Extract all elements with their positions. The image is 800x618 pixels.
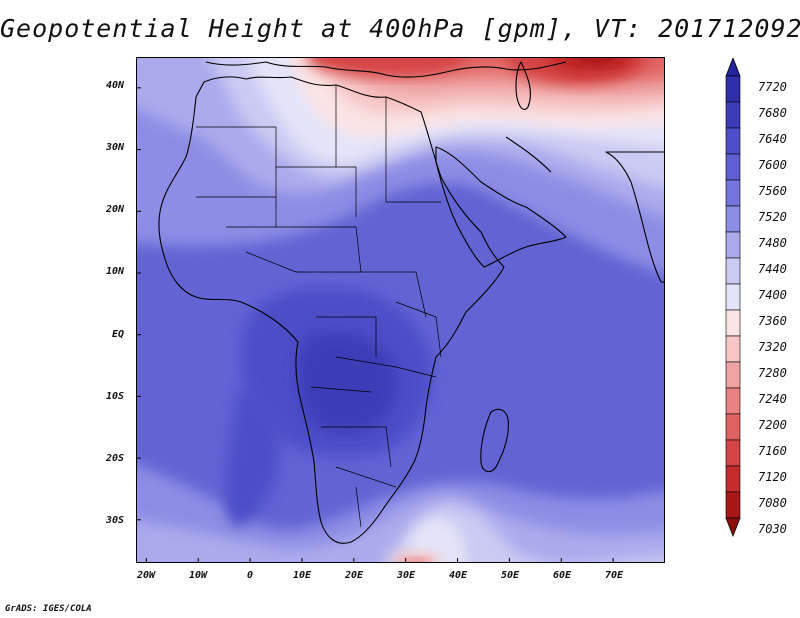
xlabel-40e: 40E bbox=[448, 570, 468, 581]
xlabel-70e: 70E bbox=[604, 570, 624, 581]
cell-7640 bbox=[296, 332, 397, 434]
colorbar-top-arrow bbox=[725, 58, 741, 77]
caspian-coast bbox=[515, 61, 531, 110]
colorbar-bottom-arrow bbox=[725, 517, 741, 538]
colorbar-swatch bbox=[725, 75, 741, 103]
colorbar-swatch bbox=[725, 127, 741, 155]
colorbar-label-7440: 7440 bbox=[758, 262, 787, 276]
colorbar-swatch bbox=[725, 205, 741, 233]
india-coast bbox=[605, 151, 665, 283]
colorbar-swatch bbox=[725, 413, 741, 441]
ylabel-40n: 40N bbox=[106, 80, 125, 91]
height-field-map bbox=[136, 57, 665, 563]
colorbar-swatch bbox=[725, 283, 741, 311]
colorbar-swatch bbox=[725, 153, 741, 181]
colorbar bbox=[725, 58, 741, 538]
cell-7600-southwest bbox=[226, 387, 280, 527]
colorbar-label-7240: 7240 bbox=[758, 392, 787, 406]
xlabel-60e: 60E bbox=[552, 570, 572, 581]
xlabel-50e: 50E bbox=[500, 570, 520, 581]
coastlines bbox=[158, 61, 665, 544]
colorbar-swatch bbox=[725, 387, 741, 415]
colorbar-label-7560: 7560 bbox=[758, 184, 787, 198]
colorbar-swatch bbox=[725, 179, 741, 207]
xlabel-10w: 10W bbox=[188, 570, 208, 581]
band-south-7440 bbox=[136, 494, 665, 563]
xlabel-20w: 20W bbox=[136, 570, 156, 581]
border-lines bbox=[196, 85, 442, 528]
colorbar-label-7720: 7720 bbox=[758, 80, 787, 94]
ylabel-10n: 10N bbox=[106, 266, 125, 277]
colorbar-swatch bbox=[725, 257, 741, 285]
colorbar-label-7480: 7480 bbox=[758, 236, 787, 250]
madagascar-coast bbox=[480, 408, 509, 473]
ylabel-30s: 30S bbox=[106, 515, 125, 526]
colorbar-label-7200: 7200 bbox=[758, 418, 787, 432]
arabia-coast bbox=[435, 146, 567, 268]
colorbar-swatch bbox=[725, 309, 741, 337]
ylabel-20s: 20S bbox=[106, 453, 125, 464]
colorbar-label-7600: 7600 bbox=[758, 158, 787, 172]
colorbar-swatch bbox=[725, 465, 741, 493]
ylabel-30n: 30N bbox=[106, 142, 125, 153]
colorbar-label-7320: 7320 bbox=[758, 340, 787, 354]
cell-7120-west bbox=[306, 57, 466, 77]
gulf-coast bbox=[505, 136, 552, 173]
colorbar-swatch bbox=[725, 335, 741, 363]
cell-7030 bbox=[572, 57, 620, 65]
map-frame bbox=[136, 57, 665, 563]
colorbar-swatch bbox=[725, 231, 741, 259]
colorbar-swatch bbox=[725, 361, 741, 389]
colorbar-label-7520: 7520 bbox=[758, 210, 787, 224]
colorbar-swatch bbox=[725, 439, 741, 467]
colorbar-label-7360: 7360 bbox=[758, 314, 787, 328]
xlabel-0: 0 bbox=[246, 570, 254, 581]
xlabel-10e: 10E bbox=[292, 570, 312, 581]
ylabel-eq: EQ bbox=[112, 329, 125, 340]
axis-ticks bbox=[136, 87, 614, 563]
ylabel-10s: 10S bbox=[106, 391, 125, 402]
colorbar-label-7280: 7280 bbox=[758, 366, 787, 380]
colorbar-swatch bbox=[725, 101, 741, 129]
colorbar-label-7120: 7120 bbox=[758, 470, 787, 484]
colorbar-swatch bbox=[725, 491, 741, 519]
colorbar-label-7160: 7160 bbox=[758, 444, 787, 458]
xlabel-30e: 30E bbox=[396, 570, 416, 581]
cell-south-7320 bbox=[391, 551, 441, 563]
colorbar-label-7680: 7680 bbox=[758, 106, 787, 120]
colorbar-label-7400: 7400 bbox=[758, 288, 787, 302]
xlabel-20e: 20E bbox=[344, 570, 364, 581]
grads-credit: GrADS: IGES/COLA bbox=[5, 604, 92, 614]
chart-title: Geopotential Height at 400hPa [gpm], VT:… bbox=[0, 14, 800, 43]
ylabel-20n: 20N bbox=[106, 204, 125, 215]
colorbar-label-7080: 7080 bbox=[758, 496, 787, 510]
europe-coast bbox=[205, 61, 567, 78]
colorbar-label-7640: 7640 bbox=[758, 132, 787, 146]
colorbar-label-7030: 7030 bbox=[758, 522, 787, 536]
